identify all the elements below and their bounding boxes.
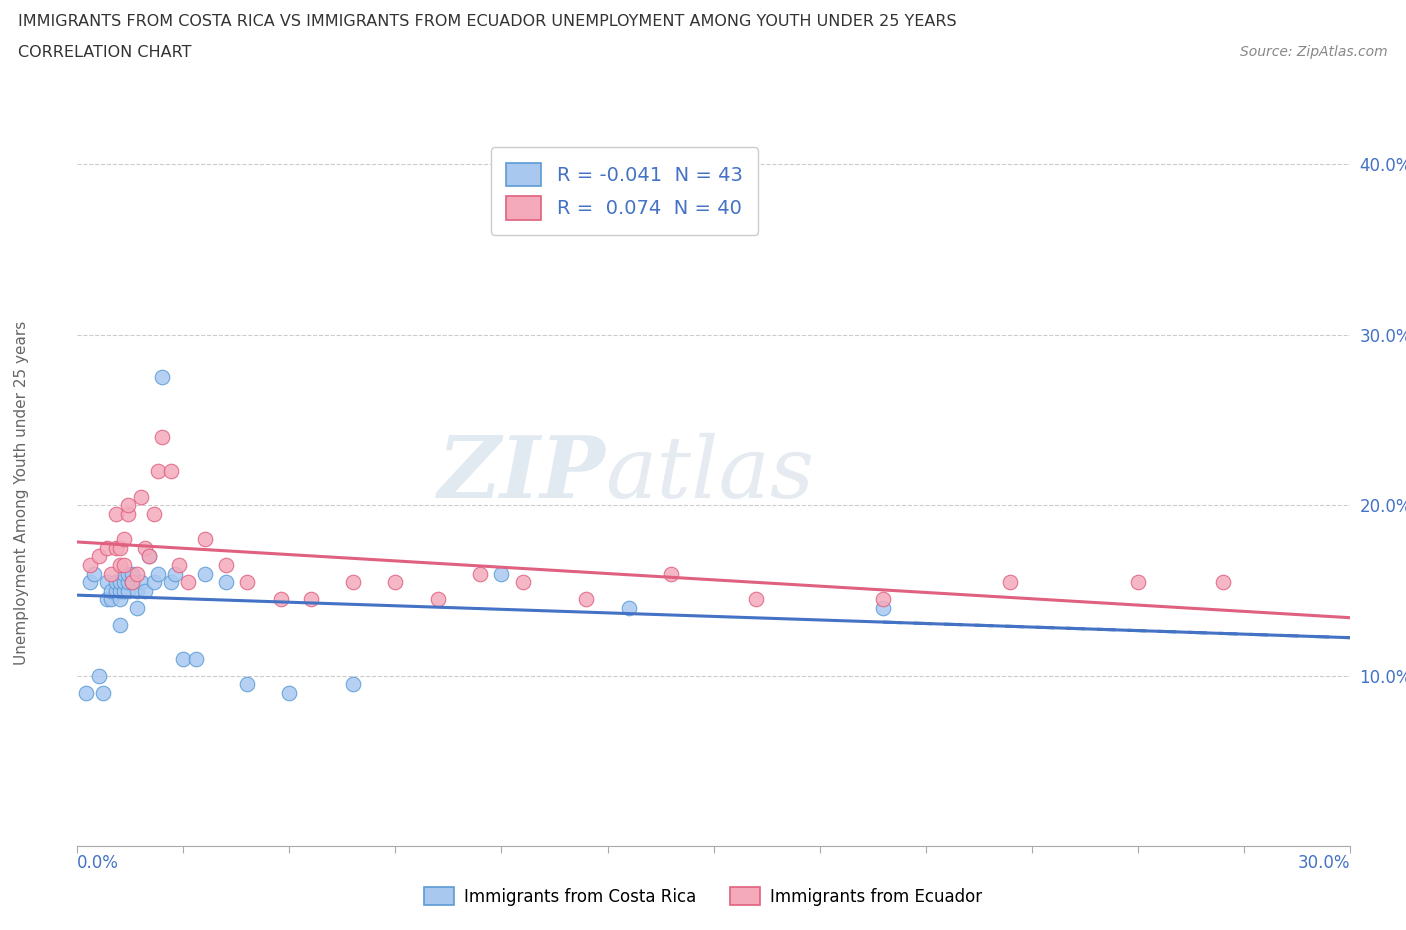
Point (617, 600, 640, 615)
Point (96, 591, 118, 606)
Point (79, 558, 101, 573)
Point (79, 575, 101, 590)
Legend: Immigrants from Costa Rica, Immigrants from Ecuador: Immigrants from Costa Rica, Immigrants f… (418, 881, 988, 912)
Point (163, 566, 186, 581)
Point (236, 575, 259, 590)
Text: CORRELATION CHART: CORRELATION CHART (18, 45, 191, 60)
Point (87, 549, 110, 564)
Text: Unemployment Among Youth under 25 years: Unemployment Among Youth under 25 years (14, 321, 28, 665)
Point (112, 558, 135, 573)
Point (108, 540, 131, 555)
Point (146, 566, 169, 581)
Text: 0.0%: 0.0% (77, 854, 120, 871)
Point (512, 575, 534, 590)
Point (129, 489, 152, 504)
Point (104, 540, 127, 555)
Point (112, 532, 135, 547)
Point (83, 566, 105, 581)
Point (125, 566, 148, 581)
Text: Source: ZipAtlas.com: Source: ZipAtlas.com (1240, 45, 1388, 59)
Point (342, 575, 364, 590)
Point (159, 575, 181, 590)
Point (125, 600, 148, 615)
Point (100, 591, 122, 606)
Point (121, 575, 143, 590)
Legend: R = -0.041  N = 43, R =  0.074  N = 40: R = -0.041 N = 43, R = 0.074 N = 40 (491, 147, 758, 235)
Point (470, 566, 492, 581)
Point (384, 575, 406, 590)
Point (215, 558, 238, 573)
Point (134, 540, 156, 555)
Text: IMMIGRANTS FROM COSTA RICA VS IMMIGRANTS FROM ECUADOR UNEMPLOYMENT AMONG YOUTH U: IMMIGRANTS FROM COSTA RICA VS IMMIGRANTS… (18, 14, 957, 29)
Point (491, 566, 513, 581)
Text: atlas: atlas (606, 432, 814, 515)
Point (117, 498, 139, 512)
Point (299, 591, 322, 606)
Point (872, 600, 894, 615)
Point (278, 685, 301, 700)
Point (117, 575, 139, 590)
Point (100, 566, 122, 581)
Point (142, 507, 165, 522)
Point (872, 591, 894, 606)
Point (575, 591, 598, 606)
Point (138, 549, 160, 564)
Point (194, 532, 217, 547)
Point (270, 591, 292, 606)
Text: 30.0%: 30.0% (1298, 854, 1350, 871)
Point (342, 677, 364, 692)
Point (426, 591, 449, 606)
Point (138, 549, 160, 564)
Point (117, 566, 139, 581)
Point (1212, 575, 1234, 590)
Point (121, 566, 143, 581)
Point (104, 575, 127, 590)
Point (150, 370, 173, 385)
Point (134, 583, 156, 598)
Point (108, 618, 131, 632)
Point (215, 575, 238, 590)
Point (112, 583, 135, 598)
Point (100, 583, 122, 598)
Point (75, 685, 97, 700)
Point (87, 669, 110, 684)
Point (108, 583, 131, 598)
Point (659, 566, 682, 581)
Text: ZIP: ZIP (437, 432, 606, 515)
Point (108, 591, 131, 606)
Point (104, 507, 127, 522)
Point (129, 575, 152, 590)
Point (96, 575, 118, 590)
Point (104, 583, 127, 598)
Point (146, 464, 169, 479)
Point (194, 566, 217, 581)
Point (159, 464, 181, 479)
Point (112, 575, 135, 590)
Point (1126, 575, 1149, 590)
Point (117, 583, 139, 598)
Point (121, 575, 143, 590)
Point (1000, 575, 1022, 590)
Point (125, 583, 148, 598)
Point (91, 685, 114, 700)
Point (117, 507, 139, 522)
Point (172, 651, 194, 666)
Point (745, 591, 768, 606)
Point (150, 430, 173, 445)
Point (167, 558, 190, 573)
Point (96, 540, 118, 555)
Point (176, 575, 198, 590)
Point (142, 575, 165, 590)
Point (108, 558, 131, 573)
Point (236, 677, 259, 692)
Point (112, 566, 135, 581)
Point (184, 651, 207, 666)
Point (108, 575, 131, 590)
